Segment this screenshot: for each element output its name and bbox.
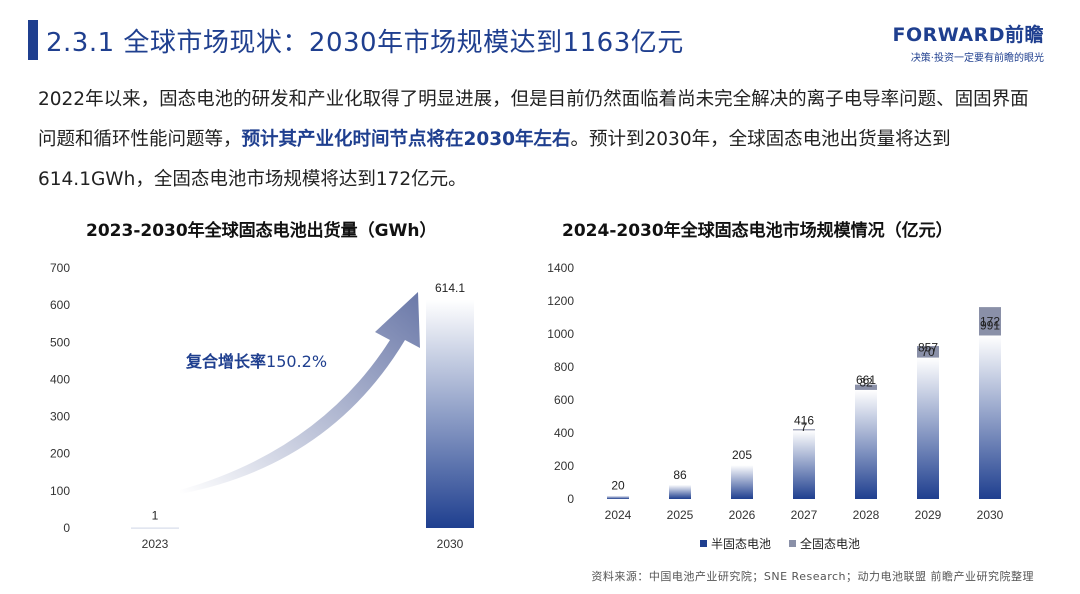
legend-swatch-full [789,540,797,547]
cagr-value: 150.2% [266,352,328,371]
x-tick-label: 2026 [729,508,756,522]
bar-semi-solid [917,357,939,499]
shipment-chart: 0 100 200 300 400 500 600 700 1 2023 614.1 2030 [50,261,474,551]
y-tick-label: 200 [554,459,574,473]
x-tick-label: 2028 [853,508,880,522]
chart1-title: 2023-2030年全球固态电池出货量（GWh） [86,221,437,241]
legend-item-semi: 半固态电池 [700,535,771,552]
y-tick-label: 500 [50,335,70,349]
paragraph-part-1: 2022年以来，固态电池的研发和产业化取得了明显进展，但是目前仍然面临着尚未完全… [38,89,1029,150]
bar [426,299,474,528]
y-tick-label: 1000 [547,327,574,341]
bar-value-label: 1 [152,509,159,523]
x-tick-label: 2030 [977,508,1004,522]
brand-logo: FORWARD前瞻 决策·投资一定要有前瞻的眼光 [893,20,1044,64]
bar-value-label-semi: 86 [673,468,687,482]
cagr-label: 复合增长率 [186,352,267,371]
page-title: 2.3.1 全球市场现状：2030年市场规模达到1163亿元 [46,28,684,58]
source-note: 资料来源：中国电池产业研究院；SNE Research；动力电池联盟 前瞻产业研… [591,570,1034,583]
x-tick-label: 2023 [142,537,169,551]
y-tick-label: 400 [50,372,70,386]
y-tick-label: 100 [50,484,70,498]
bar-value-label-semi: 416 [794,413,814,427]
y-tick-label: 0 [63,521,70,535]
title-accent-bar [28,20,38,60]
legend-label-full: 全固态电池 [800,537,861,551]
bar-value-label: 614.1 [435,281,465,295]
chart2-title: 2024-2030年全球固态电池市场规模情况（亿元） [562,221,953,241]
y-tick-label: 0 [567,492,574,506]
bar-semi-solid [669,484,691,499]
bar-value-label-full: 70 [921,345,935,359]
y-tick-label: 1200 [547,294,574,308]
bar-semi-solid [979,335,1001,499]
chart2-legend: 半固态电池 全固态电池 [700,535,860,552]
legend-label-semi: 半固态电池 [711,537,772,551]
y-tick-label: 400 [554,426,574,440]
logo-slogan: 决策·投资一定要有前瞻的眼光 [910,53,1044,64]
y-tick-label: 800 [554,360,574,374]
bar-semi-solid [607,495,629,499]
legend-swatch-semi [700,540,707,547]
bar-value-label-semi: 991 [980,318,1000,332]
bar-value-label-full: 32 [859,376,873,390]
bar [131,527,179,529]
y-tick-label: 600 [50,298,70,312]
y-tick-label: 1400 [547,261,574,275]
paragraph-part-2: 。预计到2030年，全球固态电池出货量将达到614.1GWh，全固态电池市场规模… [38,129,951,190]
bar-semi-solid [855,389,877,499]
growth-arrow-icon [180,292,420,494]
y-tick-label: 200 [50,447,70,461]
bar-value-label-full: 7 [801,420,808,434]
market-size-chart: 0 200 400 600 800 1000 1200 1400 20 2024 86 2025 205… [547,261,1004,522]
bar-all-solid [793,429,815,431]
x-tick-label: 2029 [915,508,942,522]
y-tick-label: 600 [554,393,574,407]
bar-value-label-full: 172 [980,314,1000,328]
cagr-annotation: 复合增长率150.2% [186,348,327,372]
x-tick-label: 2025 [667,508,694,522]
bar-semi-solid [793,430,815,499]
bar-semi-solid [731,465,753,499]
x-tick-label: 2030 [437,537,464,551]
paragraph-highlight: 预计其产业化时间节点将在2030年左右 [241,129,571,150]
bar-all-solid [855,384,877,390]
bar-value-label-semi: 857 [918,341,938,355]
y-tick-label: 300 [50,410,70,424]
x-tick-label: 2024 [605,508,632,522]
bar-value-label-semi: 20 [611,479,625,493]
bar-value-label-semi: 661 [856,373,876,387]
legend-item-full: 全固态电池 [789,535,860,552]
bar-all-solid [917,346,939,358]
logo-wordmark: FORWARD前瞻 [892,24,1044,46]
summary-paragraph: 2022年以来，固态电池的研发和产业化取得了明显进展，但是目前仍然面临着尚未完全… [38,80,1038,200]
bar-all-solid [979,307,1001,336]
x-tick-label: 2027 [791,508,818,522]
bar-value-label-semi: 205 [732,448,752,462]
y-tick-label: 700 [50,261,70,275]
